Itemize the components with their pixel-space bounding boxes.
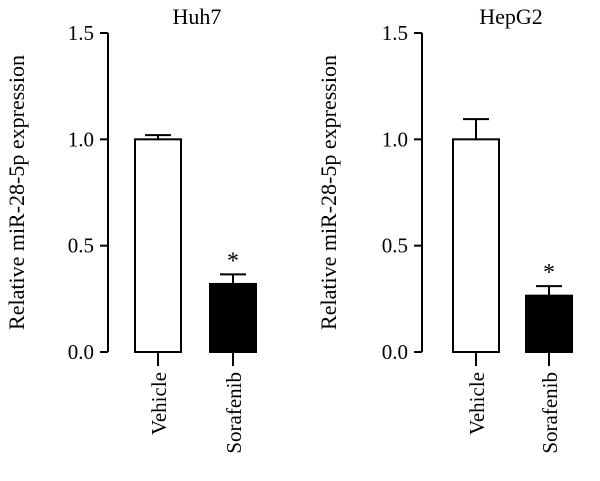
chart-title: Huh7 <box>173 4 222 29</box>
chart-panel-hepg2: HepG2 Relative miR-28-5p expression 0.0 0.5… <box>316 4 573 454</box>
chart-panel-huh7: Huh7 Relative miR-28-5p expression 0.0 0.5 1… <box>4 4 257 454</box>
y-tick-label: 0.5 <box>382 234 408 258</box>
y-axis-label: Relative miR-28-5p expression <box>4 55 29 330</box>
y-tick-label: 0.5 <box>68 234 94 258</box>
y-tick-label: 1.0 <box>68 127 94 151</box>
bar-vehicle <box>452 138 500 353</box>
x-category-label: Sorafenib <box>538 372 562 454</box>
y-tick-label: 1.5 <box>68 21 94 45</box>
chart-title: HepG2 <box>479 4 543 29</box>
significance-star: * <box>543 260 555 286</box>
y-tick-label: 1.0 <box>382 127 408 151</box>
bar-sorafenib <box>209 282 257 353</box>
x-category-label: Vehicle <box>465 372 489 435</box>
y-tick-label: 0.0 <box>68 340 94 364</box>
y-tick-label: 1.5 <box>382 21 408 45</box>
y-tick-label: 0.0 <box>382 340 408 364</box>
x-category-label: Vehicle <box>147 372 171 435</box>
bar-vehicle <box>134 138 182 353</box>
bar-sorafenib <box>525 294 573 354</box>
y-axis-label: Relative miR-28-5p expression <box>316 55 341 330</box>
x-category-label: Sorafenib <box>222 372 246 454</box>
significance-star: * <box>227 248 239 274</box>
